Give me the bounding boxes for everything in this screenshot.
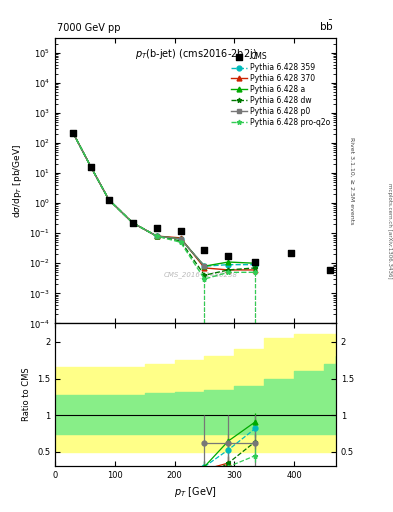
Pythia 6.428 p0 [154,233,159,239]
Y-axis label: Ratio to CMS: Ratio to CMS [22,368,31,421]
Y-axis label: Rivet 3.1.10, ≥ 2.5M events: Rivet 3.1.10, ≥ 2.5M events [349,137,354,225]
Pythia 6.428 a [178,236,183,242]
Pythia 6.428 dw [202,272,207,279]
Line: Pythia 6.428 pro-q2o: Pythia 6.428 pro-q2o [70,130,258,282]
Pythia 6.428 a [71,130,75,136]
Pythia 6.428 p0 [88,164,93,170]
X-axis label: $p_T$ [GeV]: $p_T$ [GeV] [174,485,217,499]
Pythia 6.428 pro-q2o [253,269,258,275]
CMS [130,219,136,227]
Pythia 6.428 a [202,263,207,269]
Text: CMS_2016_I1486238: CMS_2016_I1486238 [164,271,238,279]
Pythia 6.428 dw [71,130,75,136]
Pythia 6.428 dw [88,164,93,170]
Pythia 6.428 359 [71,130,75,136]
CMS [252,258,259,266]
Pythia 6.428 pro-q2o [71,130,75,136]
Line: Pythia 6.428 370: Pythia 6.428 370 [70,130,258,272]
Pythia 6.428 p0 [178,236,183,242]
CMS [177,227,184,236]
Pythia 6.428 370 [202,265,207,271]
Pythia 6.428 p0 [71,130,75,136]
Pythia 6.428 p0 [202,263,207,269]
Pythia 6.428 370 [253,267,258,273]
Pythia 6.428 a [130,220,135,226]
Pythia 6.428 pro-q2o [88,164,93,170]
Pythia 6.428 p0 [107,197,111,203]
Pythia 6.428 pro-q2o [130,220,135,226]
Pythia 6.428 359 [178,236,183,242]
Pythia 6.428 370 [130,220,135,226]
Pythia 6.428 dw [253,265,258,271]
Text: 7000 GeV pp: 7000 GeV pp [57,23,121,33]
Pythia 6.428 pro-q2o [178,239,183,245]
Pythia 6.428 359 [253,262,258,268]
Text: b$\bar{\mathrm{b}}$: b$\bar{\mathrm{b}}$ [320,19,334,33]
Pythia 6.428 370 [71,130,75,136]
Pythia 6.428 370 [178,235,183,241]
Line: Pythia 6.428 dw: Pythia 6.428 dw [70,130,258,278]
Line: Pythia 6.428 359: Pythia 6.428 359 [70,130,258,269]
Pythia 6.428 pro-q2o [226,269,231,275]
Line: Pythia 6.428 p0: Pythia 6.428 p0 [71,131,207,268]
Pythia 6.428 370 [88,164,93,170]
Text: mcplots.cern.ch [arXiv:1306.3436]: mcplots.cern.ch [arXiv:1306.3436] [387,183,392,278]
Pythia 6.428 a [253,260,258,266]
CMS [106,196,112,204]
CMS [288,249,294,257]
Y-axis label: d$\sigma$/dp$_T$ [pb/GeV]: d$\sigma$/dp$_T$ [pb/GeV] [11,144,24,218]
Line: Pythia 6.428 a: Pythia 6.428 a [70,130,258,269]
Pythia 6.428 a [226,259,231,265]
Legend: CMS, Pythia 6.428 359, Pythia 6.428 370, Pythia 6.428 a, Pythia 6.428 dw, Pythia: CMS, Pythia 6.428 359, Pythia 6.428 370,… [229,51,332,129]
Pythia 6.428 dw [226,267,231,273]
CMS [225,252,231,261]
CMS [88,163,94,171]
Pythia 6.428 359 [202,263,207,269]
Pythia 6.428 a [107,197,111,203]
CMS [154,224,160,232]
Pythia 6.428 370 [226,267,231,273]
Pythia 6.428 pro-q2o [107,197,111,203]
Pythia 6.428 dw [107,197,111,203]
Pythia 6.428 a [88,164,93,170]
Pythia 6.428 pro-q2o [202,276,207,282]
Pythia 6.428 370 [107,197,111,203]
Pythia 6.428 a [154,233,159,239]
Text: $p_T$(b-jet) (cms2016-2b2j): $p_T$(b-jet) (cms2016-2b2j) [134,47,257,61]
Pythia 6.428 359 [107,197,111,203]
CMS [201,246,208,254]
Pythia 6.428 359 [130,220,135,226]
Pythia 6.428 pro-q2o [154,233,159,239]
Pythia 6.428 359 [154,233,159,239]
Pythia 6.428 dw [130,220,135,226]
Pythia 6.428 dw [178,238,183,244]
Pythia 6.428 370 [154,233,159,239]
Pythia 6.428 359 [88,164,93,170]
CMS [70,129,76,137]
CMS [327,266,333,274]
Pythia 6.428 dw [154,233,159,239]
Pythia 6.428 359 [226,262,231,268]
Pythia 6.428 p0 [130,220,135,226]
